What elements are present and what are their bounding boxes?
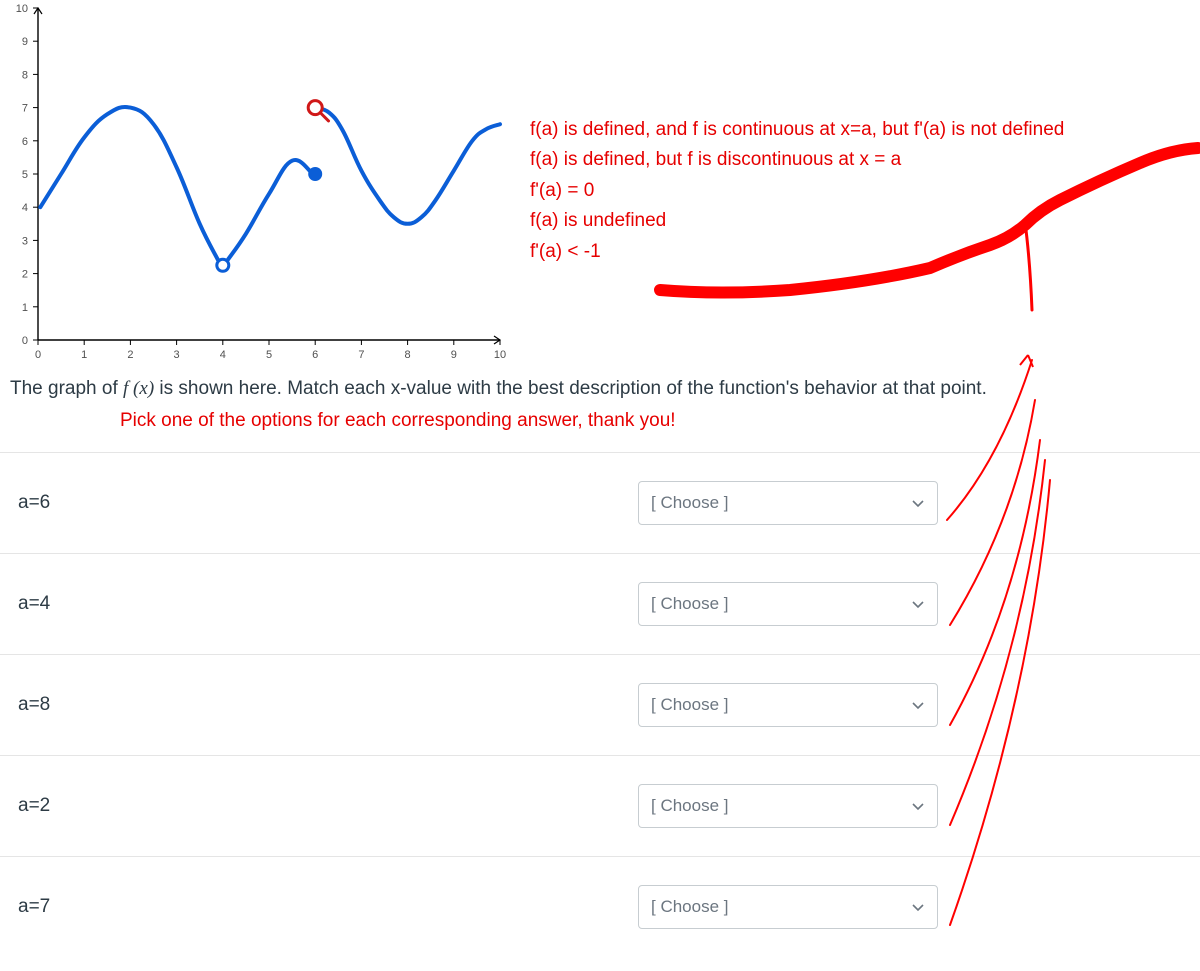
chevron-down-icon (911, 900, 925, 914)
svg-text:10: 10 (16, 3, 28, 15)
svg-text:7: 7 (22, 103, 28, 115)
svg-text:4: 4 (220, 349, 226, 361)
svg-text:3: 3 (22, 235, 28, 247)
dropdown-placeholder: [ Choose ] (651, 796, 729, 816)
option-4: f(a) is undefined (530, 206, 1064, 236)
svg-text:0: 0 (22, 335, 28, 347)
svg-text:6: 6 (22, 136, 28, 148)
svg-text:7: 7 (358, 349, 364, 361)
row-label: a=8 (18, 694, 638, 716)
svg-text:3: 3 (174, 349, 180, 361)
svg-text:9: 9 (451, 349, 457, 361)
row-label: a=4 (18, 593, 638, 615)
choose-dropdown[interactable]: [ Choose ] (638, 683, 938, 727)
row-label: a=6 (18, 492, 638, 514)
svg-text:4: 4 (22, 202, 28, 214)
match-row: a=7 [ Choose ] (0, 857, 1200, 957)
chevron-down-icon (911, 496, 925, 510)
svg-text:2: 2 (22, 269, 28, 281)
row-label: a=7 (18, 896, 638, 918)
answer-options-list: f(a) is defined, and f is continuous at … (510, 0, 1064, 267)
svg-text:1: 1 (81, 349, 87, 361)
match-row: a=8 [ Choose ] (0, 655, 1200, 756)
match-row: a=4 [ Choose ] (0, 554, 1200, 655)
question-text: The graph of f (x) is shown here. Match … (0, 370, 1200, 410)
dropdown-placeholder: [ Choose ] (651, 594, 729, 614)
svg-text:1: 1 (22, 302, 28, 314)
svg-text:0: 0 (35, 349, 41, 361)
svg-text:10: 10 (494, 349, 506, 361)
svg-text:2: 2 (127, 349, 133, 361)
top-section: 0 1 2 3 4 5 6 7 8 9 10 0 1 2 3 4 5 6 7 8 9 10 f(a) is defined… (0, 0, 1200, 370)
instruction-text: Pick one of the options for each corresp… (0, 410, 1200, 452)
match-row: a=6 [ Choose ] (0, 453, 1200, 554)
svg-text:8: 8 (405, 349, 411, 361)
svg-text:5: 5 (22, 169, 28, 181)
chevron-down-icon (911, 597, 925, 611)
question-math: f (x) (123, 378, 154, 399)
option-2: f(a) is defined, but f is discontinuous … (530, 145, 1064, 175)
match-row: a=2 [ Choose ] (0, 756, 1200, 857)
svg-text:5: 5 (266, 349, 272, 361)
svg-text:6: 6 (312, 349, 318, 361)
chevron-down-icon (911, 698, 925, 712)
choose-dropdown[interactable]: [ Choose ] (638, 481, 938, 525)
option-5: f'(a) < -1 (530, 237, 1064, 267)
svg-text:9: 9 (22, 36, 28, 48)
svg-text:8: 8 (22, 69, 28, 81)
question-suffix: is shown here. Match each x-value with t… (154, 378, 987, 399)
row-label: a=2 (18, 795, 638, 817)
chevron-down-icon (911, 799, 925, 813)
dropdown-placeholder: [ Choose ] (651, 695, 729, 715)
choose-dropdown[interactable]: [ Choose ] (638, 784, 938, 828)
option-1: f(a) is defined, and f is continuous at … (530, 115, 1064, 145)
choose-dropdown[interactable]: [ Choose ] (638, 582, 938, 626)
choose-dropdown[interactable]: [ Choose ] (638, 885, 938, 929)
function-graph: 0 1 2 3 4 5 6 7 8 9 10 0 1 2 3 4 5 6 7 8 9 10 (0, 0, 510, 370)
dropdown-placeholder: [ Choose ] (651, 493, 729, 513)
question-prefix: The graph of (10, 378, 123, 399)
option-3: f'(a) = 0 (530, 176, 1064, 206)
matching-table: a=6 [ Choose ] a=4 [ Choose ] a=8 [ Choo… (0, 452, 1200, 957)
dropdown-placeholder: [ Choose ] (651, 897, 729, 917)
